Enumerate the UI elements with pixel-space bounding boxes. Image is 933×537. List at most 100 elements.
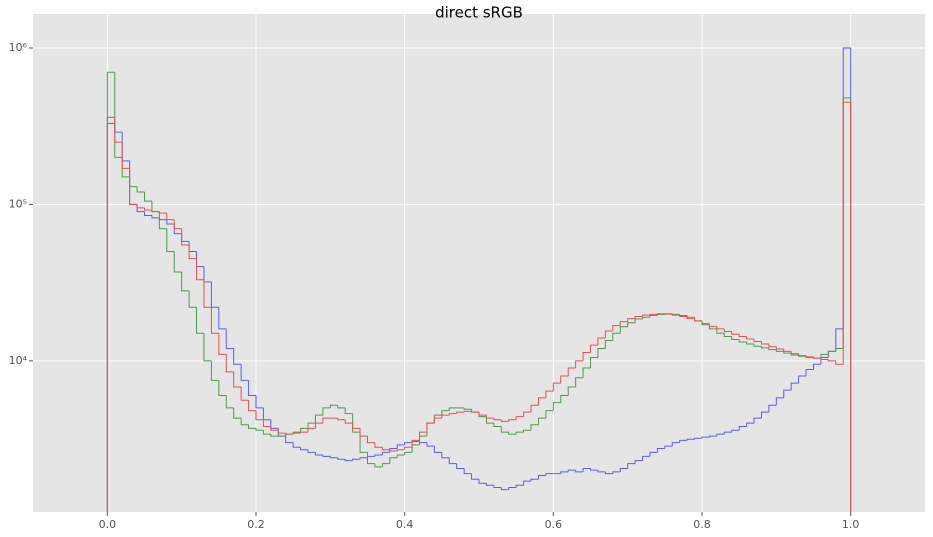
histogram-step <box>255 410 264 421</box>
histogram-step <box>166 228 175 253</box>
histogram-step <box>493 418 502 421</box>
histogram-step <box>805 369 814 376</box>
histogram-step <box>813 363 821 370</box>
histogram-step <box>248 380 256 397</box>
histogram-step <box>367 452 375 465</box>
histogram-step <box>813 356 821 359</box>
histogram-step <box>329 456 338 459</box>
histogram-step <box>151 215 160 219</box>
histogram-step <box>314 422 323 429</box>
histogram-step <box>731 331 740 335</box>
histogram-step <box>701 436 710 439</box>
histogram-step <box>485 483 494 486</box>
y-tick-label: 10⁶ <box>9 41 28 54</box>
histogram-step <box>181 228 190 246</box>
histogram-step <box>508 419 517 422</box>
histogram-step <box>515 416 524 420</box>
histogram-step <box>694 318 702 322</box>
histogram-step <box>537 474 546 480</box>
histogram-step <box>642 316 650 320</box>
histogram-step <box>270 434 279 437</box>
histogram-step <box>619 467 628 472</box>
x-tick-label: 0.8 <box>693 518 711 531</box>
histogram-step <box>396 449 405 452</box>
histogram-step <box>686 438 695 441</box>
histogram-step <box>775 349 784 352</box>
histogram-step <box>790 351 799 355</box>
histogram-step <box>255 428 264 431</box>
histogram-step <box>173 219 182 230</box>
histogram-step <box>590 344 598 353</box>
histogram-step <box>344 419 353 424</box>
y-tick-label: 10⁴ <box>9 354 28 367</box>
histogram-step <box>314 452 323 456</box>
histogram-step <box>820 358 829 360</box>
histogram-step <box>374 442 383 448</box>
histogram-step <box>233 407 242 419</box>
histogram-step <box>381 451 390 455</box>
histogram-step <box>144 211 152 216</box>
histogram-step <box>842 101 852 512</box>
histogram-step <box>359 428 368 437</box>
histogram-step <box>634 316 643 319</box>
histogram-step <box>656 313 665 315</box>
histogram-step <box>114 72 123 158</box>
histogram-step <box>820 353 829 359</box>
histogram-step <box>612 332 621 341</box>
histogram-step <box>537 417 546 425</box>
histogram-step <box>575 377 584 388</box>
histogram-step <box>389 449 398 452</box>
histogram-step <box>790 382 799 391</box>
histogram-step <box>575 470 584 473</box>
histogram-step <box>523 480 532 486</box>
histogram-step <box>582 352 591 361</box>
histogram-step <box>203 333 212 362</box>
histogram-step <box>173 251 182 273</box>
histogram-step <box>671 442 680 447</box>
x-tick-label: 0.6 <box>545 518 563 531</box>
histogram-step <box>255 395 264 409</box>
histogram-step <box>545 390 554 398</box>
histogram-step <box>590 357 598 368</box>
histogram-step <box>367 436 375 444</box>
histogram-step <box>567 469 576 472</box>
histogram-step <box>835 328 844 352</box>
histogram-step <box>760 341 769 345</box>
histogram-step <box>515 484 524 488</box>
histogram-step <box>679 315 688 318</box>
histogram-step <box>218 307 227 330</box>
histogram-step <box>426 422 435 433</box>
histogram-step <box>649 451 658 457</box>
histogram-step <box>292 432 301 435</box>
histogram-step <box>760 346 769 349</box>
histogram-step <box>560 471 569 474</box>
x-tick-label: 0.0 <box>99 518 117 531</box>
histogram-step <box>604 471 613 475</box>
histogram-step <box>114 117 123 143</box>
histogram-step <box>738 426 747 431</box>
histogram-step <box>396 454 405 458</box>
histogram-step <box>604 339 613 349</box>
histogram-step <box>716 326 725 330</box>
histogram-step <box>404 442 413 445</box>
histogram-step <box>248 400 256 412</box>
histogram-step <box>753 344 762 347</box>
histogram-step <box>158 211 167 230</box>
histogram-step <box>322 407 331 416</box>
histogram-step <box>307 449 316 453</box>
histogram-step <box>597 470 606 473</box>
histogram-step <box>500 426 509 433</box>
histogram-step <box>456 411 465 414</box>
histogram-step <box>136 204 145 209</box>
histogram-step <box>612 471 621 474</box>
x-tick-label: 0.4 <box>396 518 414 531</box>
histogram-step <box>567 386 576 396</box>
histogram-step <box>337 418 346 421</box>
histogram-step <box>738 334 747 338</box>
histogram-step <box>344 407 353 415</box>
histogram-step <box>746 422 755 427</box>
histogram-step <box>262 419 271 428</box>
histogram-step <box>433 417 442 424</box>
histogram-step <box>627 318 636 322</box>
histogram-step <box>679 439 688 443</box>
